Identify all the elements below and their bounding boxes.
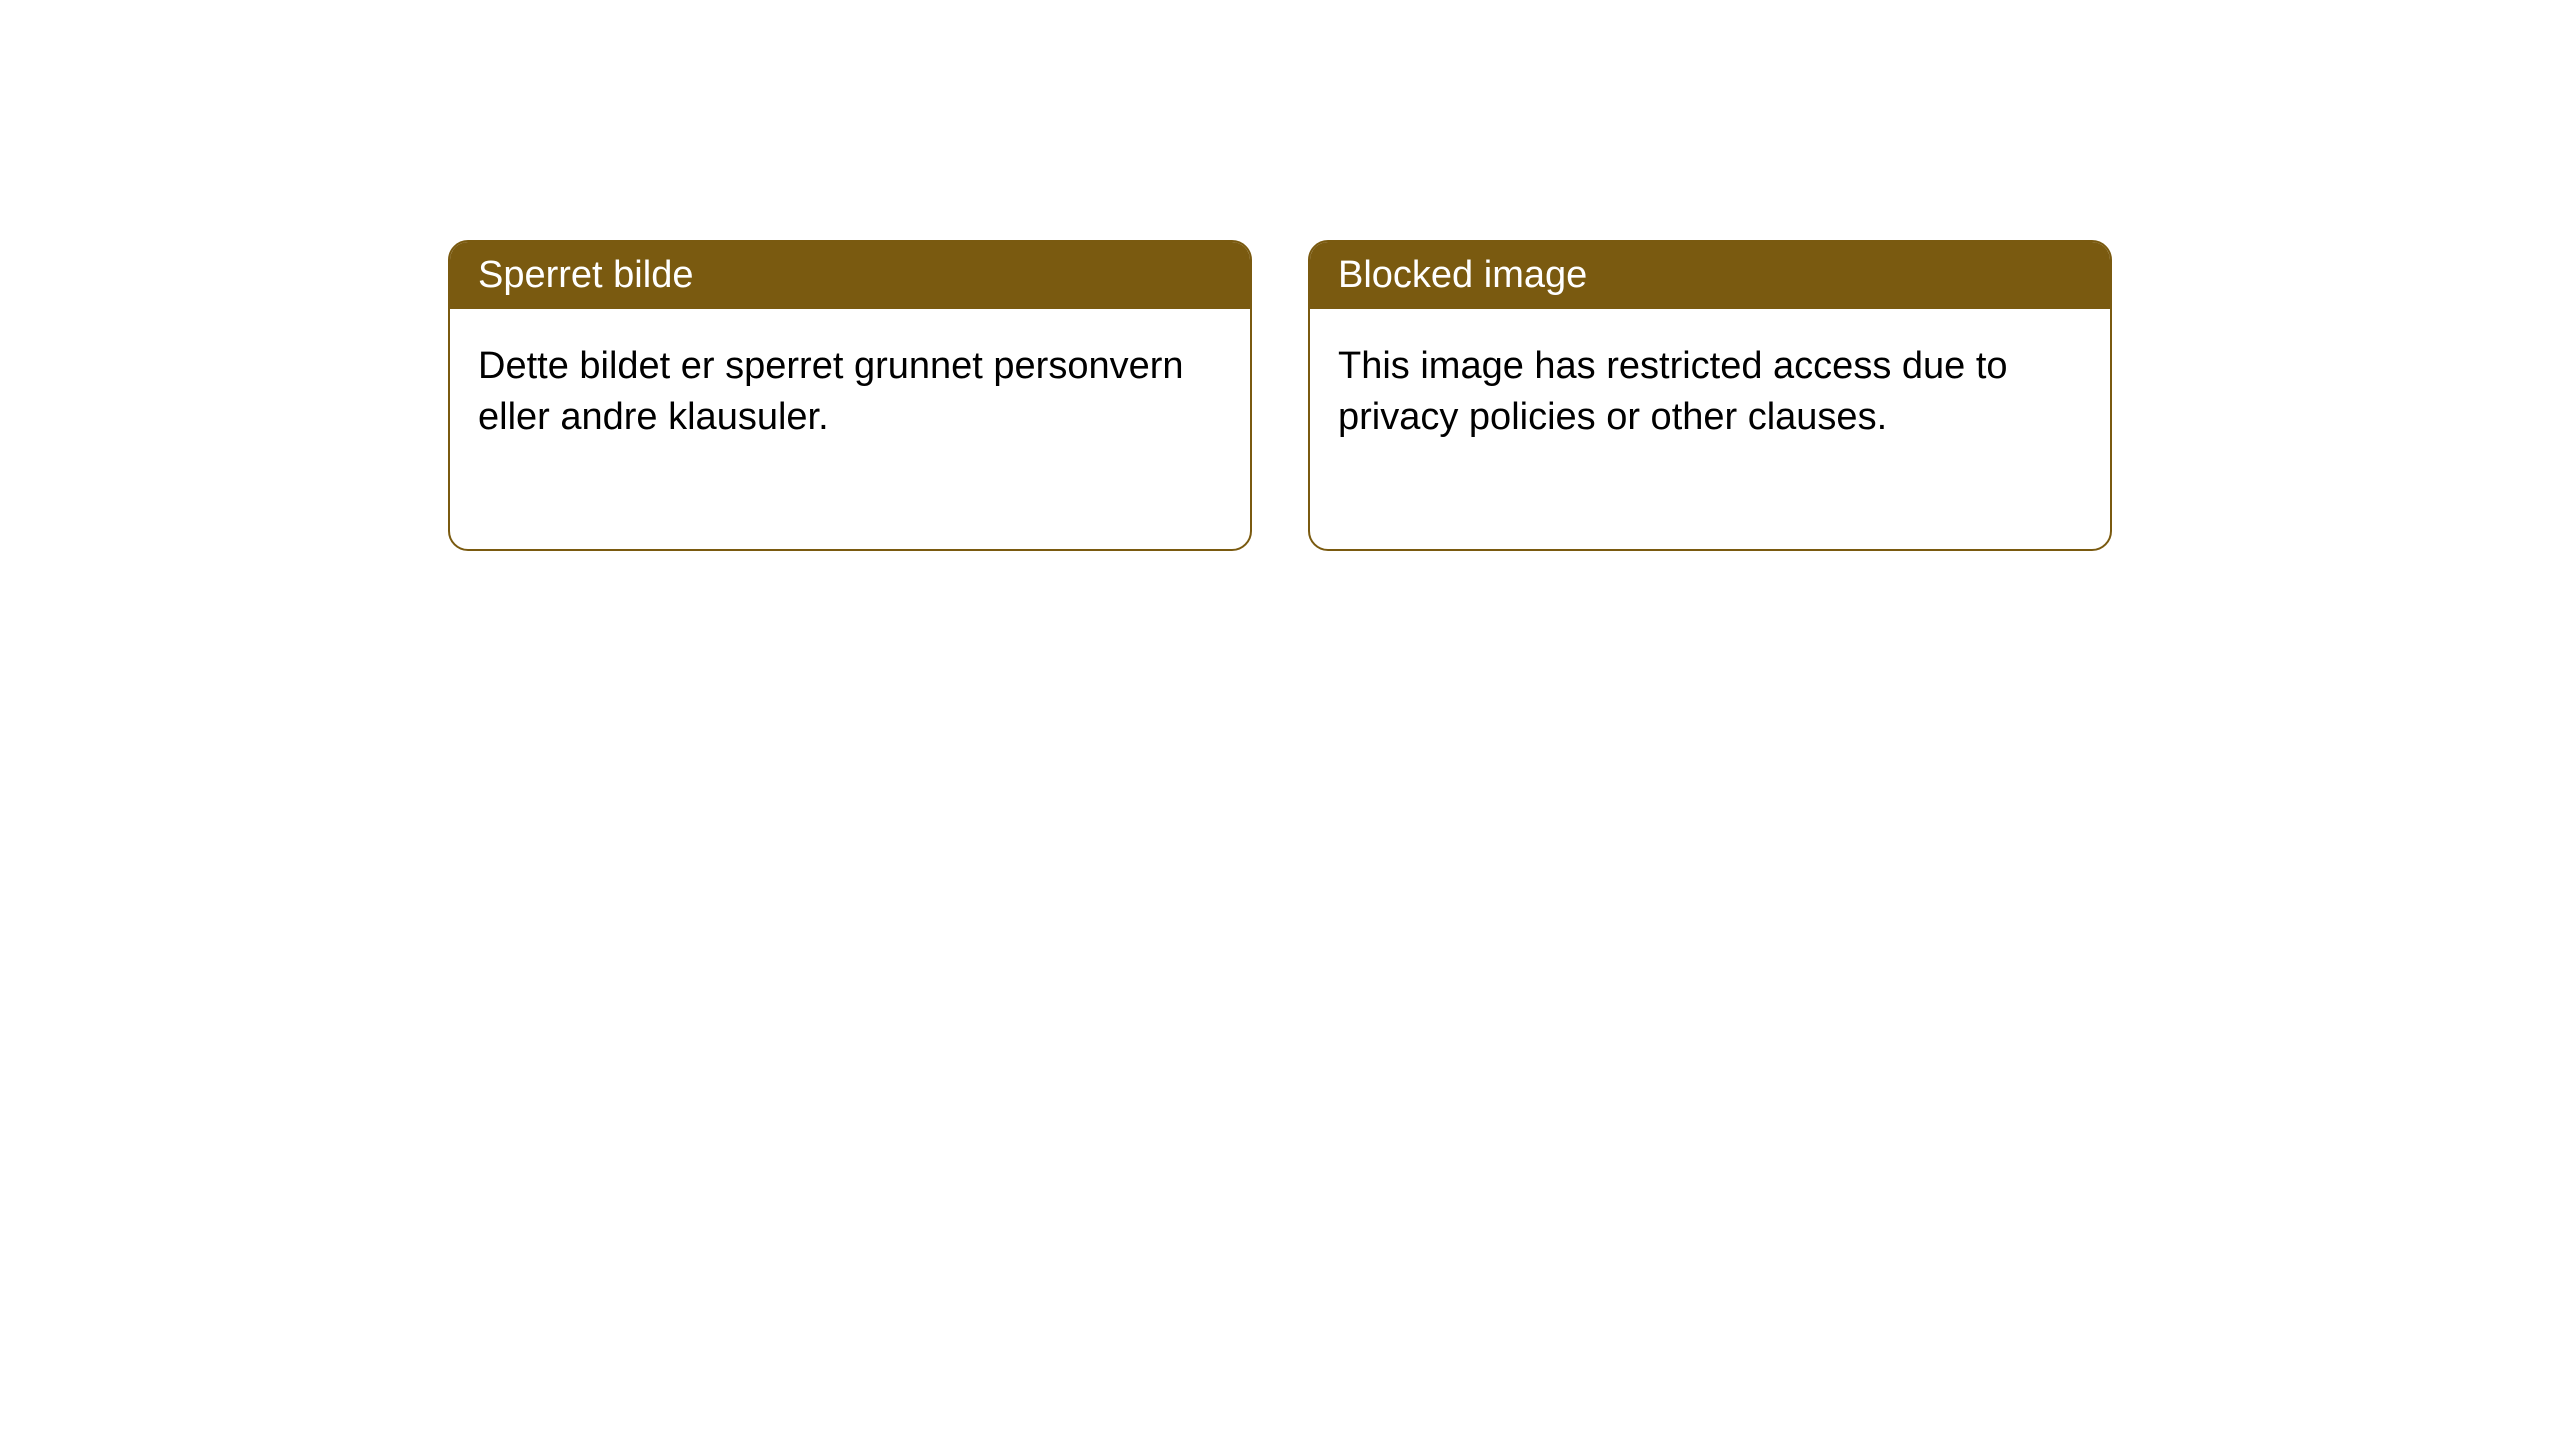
card-title: Blocked image (1338, 254, 1587, 296)
card-body: This image has restricted access due to … (1310, 309, 2110, 549)
card-title: Sperret bilde (478, 254, 693, 296)
card-message: Dette bildet er sperret grunnet personve… (478, 345, 1184, 438)
card-header: Blocked image (1310, 242, 2110, 309)
card-header: Sperret bilde (450, 242, 1250, 309)
notice-container: Sperret bilde Dette bildet er sperret gr… (448, 240, 2112, 551)
notice-card-norwegian: Sperret bilde Dette bildet er sperret gr… (448, 240, 1252, 551)
card-message: This image has restricted access due to … (1338, 345, 2008, 438)
notice-card-english: Blocked image This image has restricted … (1308, 240, 2112, 551)
card-body: Dette bildet er sperret grunnet personve… (450, 309, 1250, 549)
